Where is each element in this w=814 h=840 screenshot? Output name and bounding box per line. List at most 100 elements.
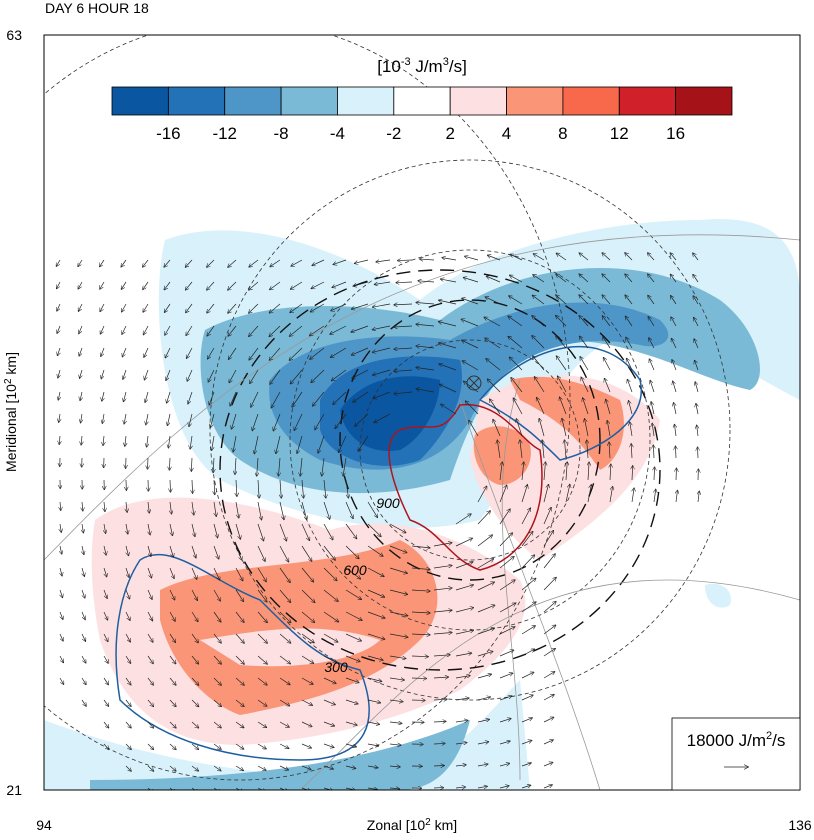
vector-arrow (59, 414, 60, 422)
vector-arrow (103, 436, 104, 445)
vector-arrow (676, 490, 677, 502)
vector-arrow (100, 326, 104, 334)
vector-arrow (123, 370, 126, 379)
vector-arrow (146, 414, 148, 425)
vector-arrow (167, 414, 170, 425)
vector-arrow (544, 578, 556, 590)
colorbar-tick-label: 16 (666, 124, 685, 143)
y-tick-label: 21 (6, 782, 22, 798)
vector-legend-tail: /s (772, 731, 785, 750)
vector-arrow (522, 695, 533, 700)
vector-arrow (654, 489, 656, 502)
vector-arrow (396, 282, 412, 283)
vector-arrow (192, 480, 193, 493)
vector-arrow (632, 488, 634, 502)
vector-arrow (101, 370, 104, 379)
colorbar-swatch (337, 87, 393, 115)
vector-arrow (82, 700, 86, 706)
colorbar-swatch (563, 87, 619, 115)
vector-arrow (79, 348, 82, 356)
vector-arrow (544, 625, 556, 634)
vector-arrow (82, 524, 83, 533)
colorbar-tick-label: -8 (274, 124, 289, 143)
contour-label: 600 (343, 562, 367, 578)
colorbar-tick-label: 2 (445, 124, 454, 143)
colorbar-tick-label: -12 (212, 124, 237, 143)
vector-arrow (544, 717, 554, 722)
vector-arrow (168, 436, 170, 448)
vector-arrow (695, 382, 698, 392)
vector-arrow (143, 282, 148, 289)
vector-arrow (390, 722, 402, 723)
vector-arrow (57, 282, 60, 289)
y-axis-label-tail: km] (3, 352, 19, 378)
y-tick-label: 63 (6, 27, 22, 43)
vector-arrow (368, 744, 379, 746)
vector-arrow (650, 380, 654, 392)
vector-arrow (147, 436, 148, 447)
y-axis-label: Meridional [102 km] (3, 352, 19, 472)
colorbar-tick-label: 12 (610, 124, 629, 143)
vector-arrow (522, 672, 534, 678)
vector-arrow (544, 762, 553, 766)
vector-arrow (101, 348, 104, 356)
vector-arrow (122, 348, 126, 357)
vector-arrow (58, 370, 60, 378)
contour-label: 900 (376, 495, 400, 511)
colorbar-label-sup: -3 (401, 56, 411, 68)
y-axis-label-text: Meridional [10 (3, 384, 19, 472)
vector-arrow (124, 414, 126, 424)
colorbar-label-tail2: /s] (449, 57, 467, 76)
vector-arrow (78, 304, 82, 311)
colorbar-swatch (281, 87, 337, 115)
vector-arrow (125, 436, 126, 446)
vector-arrow (82, 502, 83, 511)
colorbar-swatch (394, 87, 450, 115)
vector-arrow (81, 436, 82, 445)
vector-arrow (544, 785, 552, 788)
vector-arrow (122, 304, 126, 312)
vector-arrow (143, 304, 148, 312)
vector-arrow (544, 740, 553, 744)
vector-arrow (390, 744, 401, 745)
colorbar-tick-label: -2 (386, 124, 401, 143)
vector-arrow (121, 260, 126, 267)
vector-arrow (478, 535, 492, 546)
vector-arrow (100, 304, 104, 311)
vector-arrow (81, 414, 82, 423)
vector-arrow (144, 348, 148, 357)
vector-arrow (649, 359, 654, 370)
vector-arrow (57, 304, 60, 311)
vector-arrow (57, 326, 60, 333)
vector-arrow (80, 392, 82, 400)
colorbar-swatch (619, 87, 675, 115)
vector-arrow (100, 260, 104, 267)
vector-arrow (82, 612, 85, 620)
colorbar-swatch (450, 87, 506, 115)
vector-arrow (544, 695, 554, 700)
vector-arrow (698, 491, 699, 502)
vector-arrow (673, 381, 676, 392)
vector-arrow (167, 392, 170, 403)
vector-arrow (324, 744, 334, 747)
colorbar-label-text: [10 (377, 57, 401, 76)
vector-arrow (522, 626, 535, 634)
vector-legend-text: 18000 J/m (687, 731, 766, 750)
colorbar-tick-label: -16 (156, 124, 181, 143)
vector-arrow (56, 260, 60, 266)
vector-arrow (123, 392, 126, 402)
vector-arrow (104, 678, 108, 685)
vector-arrow (122, 326, 126, 334)
vector-arrow (60, 656, 63, 663)
vector-legend-box (672, 718, 800, 790)
vector-arrow (697, 425, 698, 436)
vector-arrow (82, 678, 86, 684)
vector-arrow (280, 744, 289, 748)
vector-arrow (60, 568, 62, 576)
vector-arrow (434, 721, 446, 722)
vector-arrow (59, 436, 60, 444)
vector-arrow (544, 672, 555, 678)
vector-arrow (191, 458, 192, 471)
vector-arrow (60, 524, 61, 532)
